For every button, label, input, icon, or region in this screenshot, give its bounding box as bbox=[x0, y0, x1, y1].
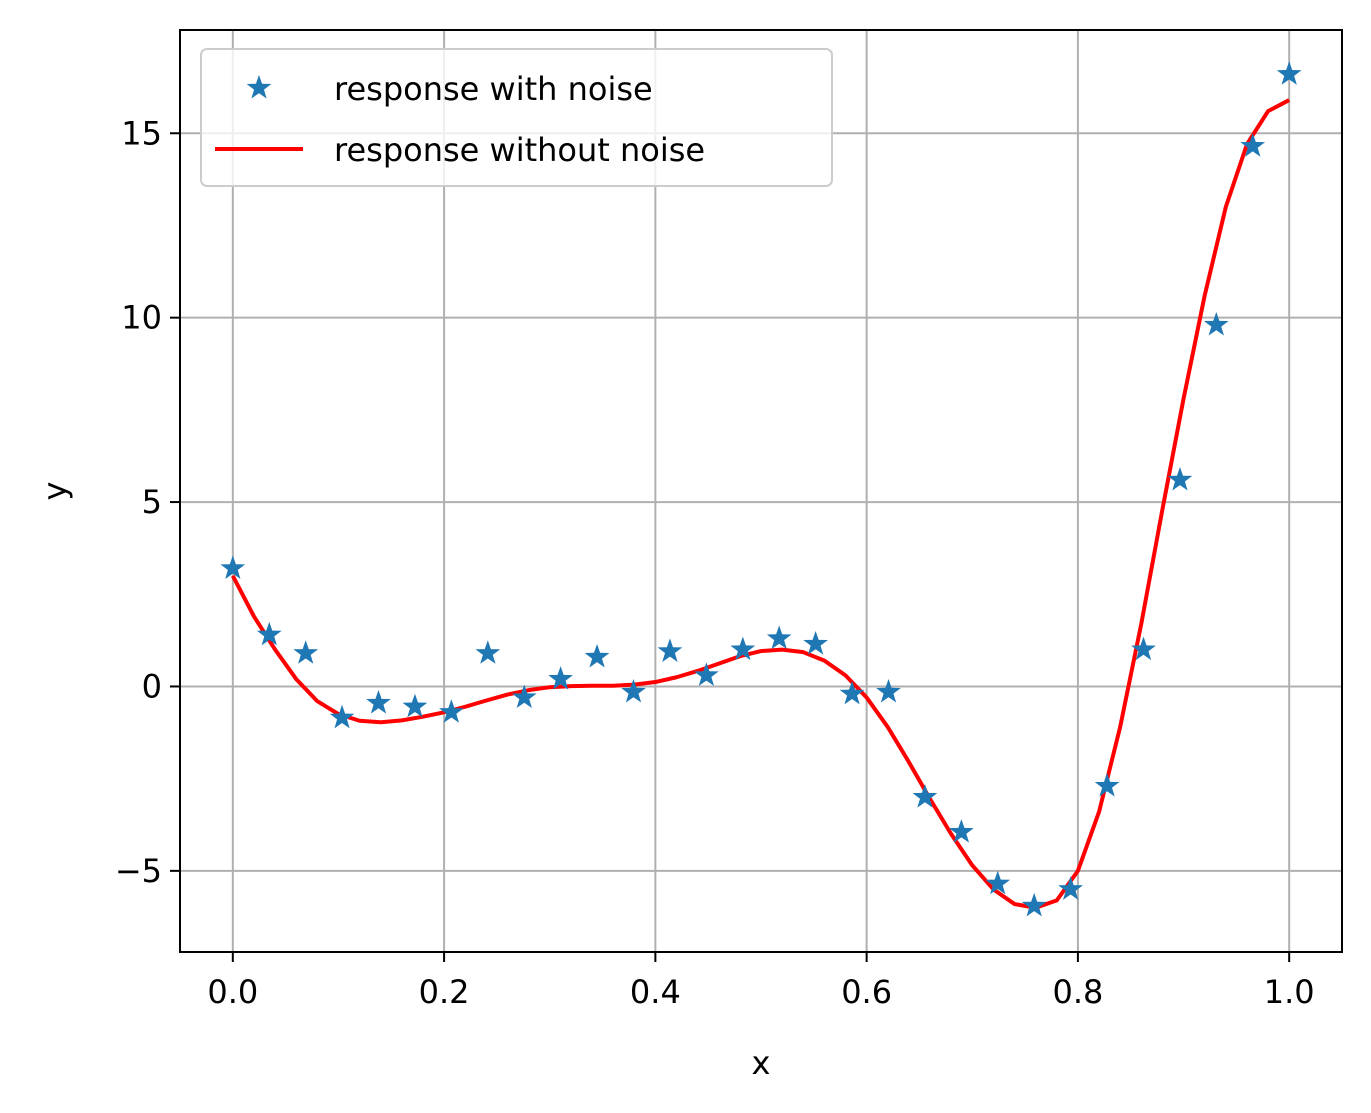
data-point-star bbox=[1203, 312, 1229, 336]
line-series-group bbox=[231, 98, 1291, 910]
data-point-star bbox=[621, 679, 646, 703]
data-point-star bbox=[256, 621, 282, 646]
data-point-star bbox=[1167, 466, 1193, 491]
data-point-star bbox=[584, 643, 610, 668]
data-point-star bbox=[1021, 892, 1047, 917]
data-point-star bbox=[329, 704, 355, 729]
data-point-star bbox=[402, 693, 428, 718]
legend: response with noise response without noi… bbox=[200, 48, 833, 187]
legend-label-noisy: response with noise bbox=[334, 70, 653, 108]
data-point-star bbox=[657, 638, 683, 662]
data-point-star bbox=[548, 666, 573, 690]
data-point-star bbox=[1276, 61, 1302, 85]
x-axis-label: x bbox=[752, 1044, 771, 1082]
data-point-star bbox=[366, 690, 391, 714]
data-point-star bbox=[803, 631, 828, 655]
data-point-star bbox=[220, 555, 246, 579]
x-tick-label: 0.0 bbox=[207, 973, 258, 1011]
legend-star-marker bbox=[246, 75, 272, 99]
data-point-star bbox=[766, 625, 792, 650]
plot-frame bbox=[179, 29, 1343, 953]
data-point-star bbox=[876, 679, 901, 703]
legend-label-clean: response without noise bbox=[334, 131, 705, 169]
x-tick-label: 0.6 bbox=[841, 973, 892, 1011]
data-point-star bbox=[439, 699, 464, 723]
data-point-star bbox=[1131, 636, 1156, 661]
data-point-star bbox=[1094, 773, 1120, 797]
data-point-star bbox=[912, 784, 938, 808]
x-tick-label: 0.4 bbox=[630, 973, 681, 1011]
data-point-star bbox=[475, 640, 501, 664]
data-point-star bbox=[293, 640, 319, 664]
legend-box bbox=[200, 48, 833, 187]
data-point-star bbox=[511, 684, 537, 709]
y-tick-label: −5 bbox=[115, 852, 162, 890]
y-tick-label: 0 bbox=[142, 667, 162, 705]
data-point-star bbox=[1240, 133, 1266, 157]
y-tick-label: 10 bbox=[121, 299, 162, 337]
x-tick-label: 0.8 bbox=[1052, 973, 1103, 1011]
y-axis-ticks: −5 0 5 10 15 bbox=[115, 114, 180, 890]
data-point-star bbox=[839, 680, 865, 705]
data-point-star bbox=[730, 636, 756, 661]
y-axis-label: y bbox=[36, 482, 74, 501]
y-tick-label: 5 bbox=[142, 483, 162, 521]
data-point-star bbox=[694, 662, 719, 686]
data-point-star bbox=[1058, 876, 1083, 900]
scatter-series-group bbox=[220, 61, 1302, 917]
series-line-without-noise bbox=[231, 98, 1291, 910]
data-point-star bbox=[949, 819, 974, 843]
x-tick-label: 0.2 bbox=[419, 973, 470, 1011]
x-axis-ticks: 0.0 0.2 0.4 0.6 0.8 1.0 bbox=[207, 952, 1315, 1011]
data-point-star bbox=[985, 870, 1011, 895]
y-tick-label: 15 bbox=[121, 114, 162, 152]
x-tick-label: 1.0 bbox=[1264, 973, 1315, 1011]
